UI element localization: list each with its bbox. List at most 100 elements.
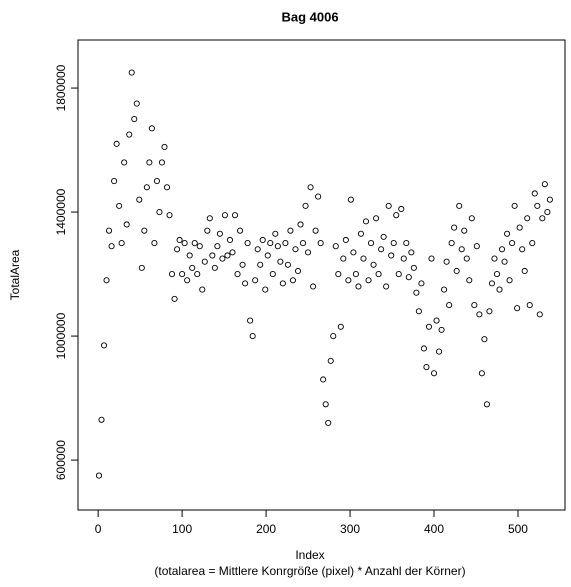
- point: [403, 240, 410, 247]
- point: [493, 271, 501, 278]
- point: [378, 246, 385, 253]
- point: [436, 348, 443, 355]
- point: [498, 246, 506, 253]
- point: [118, 240, 125, 247]
- point: [486, 308, 493, 315]
- point: [279, 280, 286, 287]
- point: [201, 258, 208, 265]
- point: [466, 277, 473, 284]
- point: [395, 271, 402, 278]
- point: [519, 246, 526, 253]
- point: [544, 209, 551, 216]
- point: [456, 202, 463, 209]
- point: [453, 267, 460, 275]
- point: [320, 376, 327, 383]
- point: [511, 202, 518, 209]
- point: [158, 159, 166, 166]
- point: [133, 100, 140, 107]
- point: [143, 184, 150, 191]
- point: [441, 286, 448, 293]
- point: [121, 159, 128, 166]
- point: [420, 345, 427, 352]
- x-tick-label: 100: [172, 522, 192, 536]
- point: [264, 252, 271, 259]
- point: [347, 196, 354, 203]
- point: [350, 249, 357, 256]
- point: [136, 196, 143, 203]
- point: [186, 252, 193, 259]
- point: [274, 243, 281, 250]
- point: [478, 370, 485, 377]
- point: [357, 230, 365, 237]
- point: [340, 255, 347, 262]
- point: [151, 240, 158, 247]
- point: [380, 233, 387, 240]
- point: [383, 283, 390, 290]
- point: [229, 249, 236, 256]
- point: [408, 249, 415, 256]
- point: [509, 240, 516, 247]
- point: [529, 240, 536, 247]
- point: [98, 416, 105, 423]
- point: [330, 333, 337, 340]
- point: [307, 184, 314, 191]
- point: [458, 246, 465, 253]
- point: [191, 240, 198, 247]
- point: [438, 326, 445, 333]
- point: [103, 277, 110, 284]
- point: [302, 202, 309, 209]
- point: [262, 286, 269, 293]
- point: [196, 243, 203, 250]
- point: [171, 295, 178, 302]
- point: [194, 271, 201, 278]
- point: [116, 202, 123, 209]
- point: [415, 308, 422, 315]
- point: [269, 271, 276, 278]
- point: [292, 246, 299, 253]
- point: [446, 302, 453, 309]
- point: [126, 131, 133, 138]
- point: [294, 267, 302, 275]
- point: [231, 212, 239, 219]
- point: [199, 286, 206, 293]
- point: [501, 258, 508, 265]
- point: [398, 205, 405, 213]
- point: [131, 116, 138, 123]
- point: [418, 280, 425, 287]
- plot-box: [77, 39, 566, 511]
- point: [443, 258, 450, 265]
- point: [342, 236, 349, 244]
- point: [531, 190, 538, 197]
- point: [108, 243, 115, 250]
- point: [226, 236, 234, 244]
- point: [153, 178, 160, 185]
- point: [385, 202, 392, 209]
- y-tick-label: 1000000: [54, 312, 68, 359]
- point: [448, 240, 455, 247]
- point: [247, 317, 254, 324]
- point: [534, 202, 541, 209]
- point: [221, 212, 228, 219]
- point: [360, 255, 367, 262]
- point: [332, 243, 339, 250]
- point: [184, 277, 191, 284]
- point: [481, 336, 488, 343]
- point: [433, 317, 440, 324]
- point: [287, 227, 294, 234]
- point: [237, 227, 244, 234]
- point: [128, 69, 135, 76]
- point: [461, 227, 468, 234]
- point: [284, 261, 291, 268]
- point: [335, 271, 342, 278]
- point: [526, 302, 533, 309]
- point: [325, 419, 332, 426]
- point: [362, 218, 370, 225]
- point: [257, 261, 264, 268]
- point: [463, 255, 470, 262]
- point: [352, 271, 359, 278]
- point: [181, 240, 188, 247]
- point: [491, 255, 498, 262]
- point: [400, 255, 407, 262]
- chart-title: Bag 4006: [281, 9, 338, 24]
